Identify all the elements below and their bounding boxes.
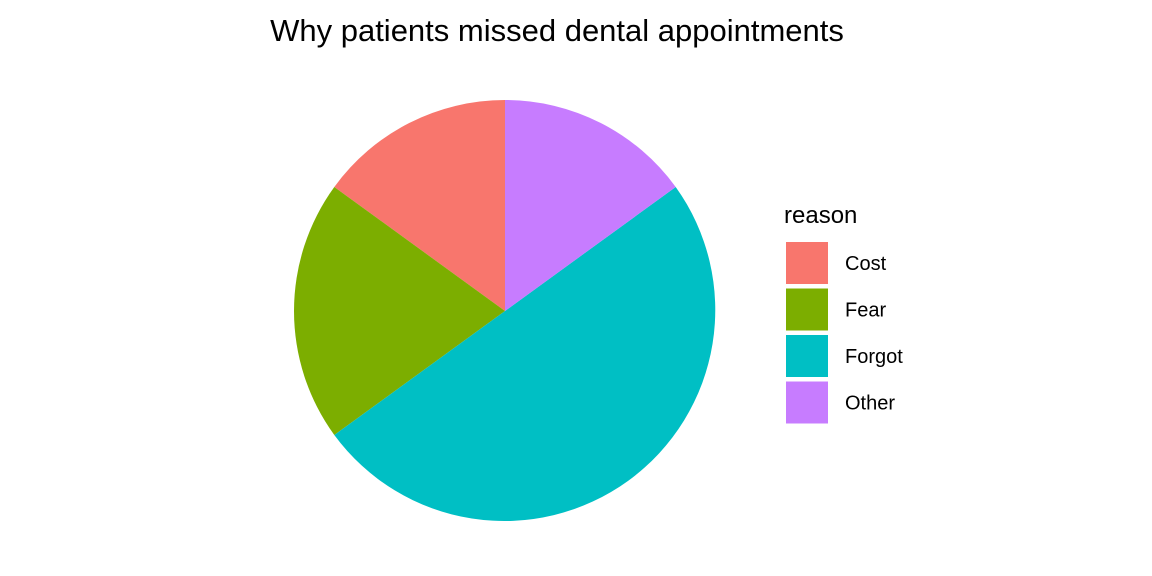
chart-title: Why patients missed dental appointments	[270, 13, 844, 48]
pie-slices	[294, 100, 716, 521]
legend: reason Cost Fear Forgot Other	[784, 202, 903, 424]
legend-item-other: Other	[786, 381, 895, 424]
pie-slice-fear	[294, 186, 505, 436]
legend-title: reason	[784, 202, 857, 229]
legend-swatch-cost	[786, 242, 828, 284]
legend-label-fear: Fear	[845, 300, 886, 322]
pie-slice-other	[505, 100, 676, 311]
legend-swatch-other	[786, 381, 828, 424]
legend-item-cost: Cost	[786, 242, 887, 284]
legend-label-cost: Cost	[845, 253, 887, 275]
legend-label-other: Other	[845, 393, 895, 415]
pie-slice-cost	[334, 100, 505, 311]
legend-swatch-forgot	[786, 335, 828, 377]
pie-slice-forgot	[334, 186, 716, 521]
legend-item-forgot: Forgot	[786, 335, 903, 377]
legend-swatch-fear	[786, 288, 828, 331]
legend-items: Cost Fear Forgot Other	[786, 242, 903, 424]
legend-label-forgot: Forgot	[845, 346, 903, 368]
legend-item-fear: Fear	[786, 288, 886, 331]
